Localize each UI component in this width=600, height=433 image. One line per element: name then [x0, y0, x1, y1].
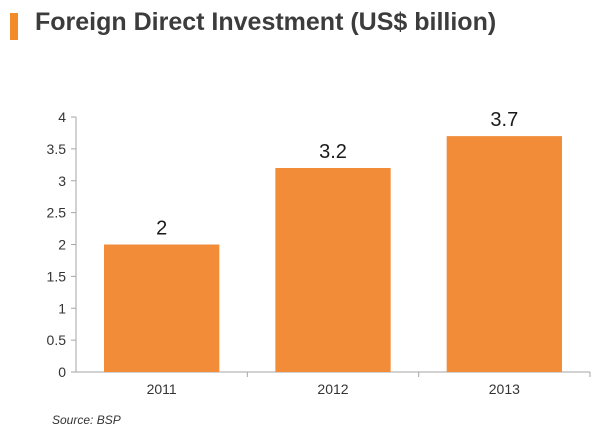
bar-2011: [104, 244, 220, 372]
y-tick-label: 2: [58, 237, 66, 253]
y-tick-label: 0.5: [47, 332, 67, 348]
data-label-2011: 2: [156, 218, 167, 240]
y-tick-label: 0: [58, 364, 66, 380]
x-tick-label-2013: 2013: [489, 381, 520, 397]
bar-2012: [275, 168, 391, 372]
bar-2013: [446, 136, 562, 372]
y-tick-label: 4: [58, 109, 66, 125]
y-tick-label: 2.5: [47, 205, 67, 221]
y-tick-label: 1.5: [47, 268, 67, 284]
y-tick-label: 3.5: [47, 141, 67, 157]
source-note: Source: BSP: [52, 413, 121, 427]
data-label-2012: 3.2: [319, 141, 347, 163]
data-label-2013: 3.7: [490, 109, 518, 131]
y-tick-label: 1: [58, 300, 66, 316]
title-accent-bar: [10, 13, 18, 40]
chart-title: Foreign Direct Investment (US$ billion): [35, 8, 497, 36]
x-tick-label-2012: 2012: [317, 381, 348, 397]
x-tick-label-2011: 2011: [147, 381, 177, 397]
y-tick-label: 3: [58, 173, 66, 189]
